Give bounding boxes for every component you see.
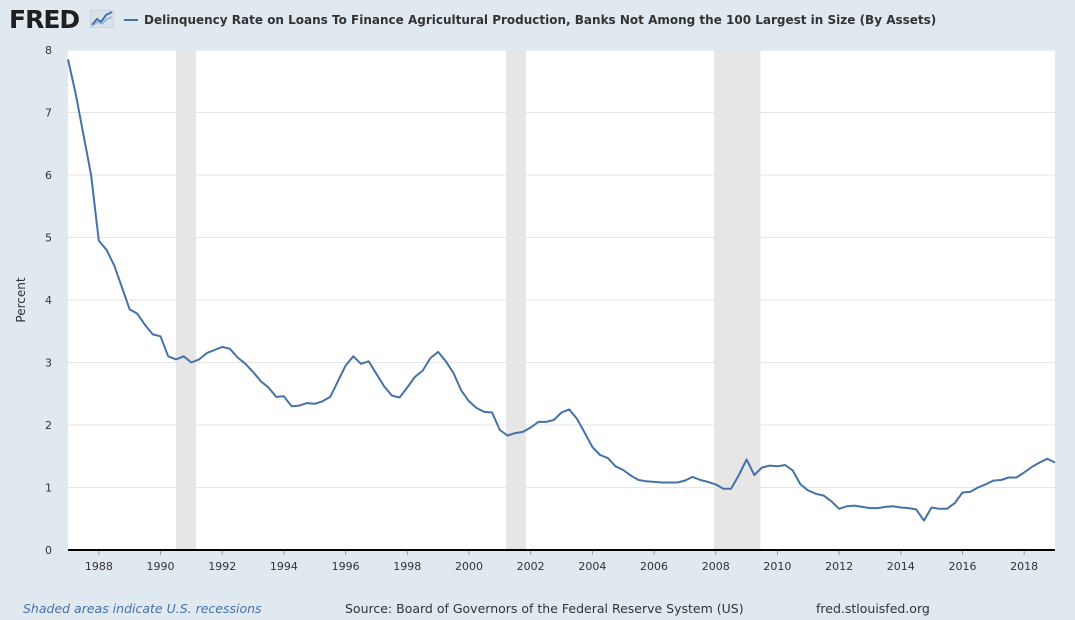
y-tick-label: 6 <box>45 169 52 182</box>
x-tick-label: 2018 <box>1010 560 1038 573</box>
x-tick-label: 2012 <box>825 560 853 573</box>
line-chart-icon <box>90 10 114 28</box>
y-tick-label: 5 <box>45 232 52 245</box>
y-tick-label: 8 <box>45 44 52 57</box>
x-tick-label: 2014 <box>887 560 915 573</box>
source-note: Source: Board of Governors of the Federa… <box>345 601 744 616</box>
x-tick-label: 1988 <box>85 560 113 573</box>
x-tick-label: 1990 <box>147 560 175 573</box>
chart-header: FRED Delinquency Rate on Loans To Financ… <box>0 0 1075 40</box>
x-tick-label: 2016 <box>948 560 976 573</box>
x-tick-label: 1992 <box>208 560 236 573</box>
y-tick-label: 3 <box>45 357 52 370</box>
x-tick-label: 2000 <box>455 560 483 573</box>
x-tick-label: 2010 <box>763 560 791 573</box>
x-tick-label: 1994 <box>270 560 298 573</box>
x-tick-label: 1998 <box>393 560 421 573</box>
y-axis-ticks: 0 1 2 3 4 5 6 7 8 <box>45 44 52 557</box>
x-tick-label: 2006 <box>640 560 668 573</box>
x-tick-label: 2008 <box>702 560 730 573</box>
x-tick-label: 2004 <box>578 560 606 573</box>
site-link[interactable]: fred.stlouisfed.org <box>816 601 930 616</box>
y-tick-label: 1 <box>45 482 52 495</box>
x-tick-label: 1996 <box>332 560 360 573</box>
line-chart: 0 1 2 3 4 5 6 7 8 1988 1990 1992 1994 1996 1998 2000 20… <box>14 44 1056 573</box>
y-gridlines <box>68 49 1055 488</box>
x-tick-label: 2002 <box>517 560 545 573</box>
y-tick-label: 7 <box>45 107 52 120</box>
fred-logo[interactable]: FRED <box>9 5 80 34</box>
recession-note: Shaded areas indicate U.S. recessions <box>23 601 262 616</box>
y-axis-title: Percent <box>14 277 28 322</box>
series-line[interactable] <box>67 59 1056 522</box>
y-tick-label: 2 <box>45 419 52 432</box>
legend-swatch <box>124 19 138 21</box>
y-tick-label: 4 <box>45 294 52 307</box>
legend-label[interactable]: Delinquency Rate on Loans To Finance Agr… <box>144 13 937 27</box>
x-axis-ticks: 1988 1990 1992 1994 1996 1998 2000 2002 2004 2006… <box>85 550 1038 573</box>
y-tick-label: 0 <box>45 544 52 557</box>
